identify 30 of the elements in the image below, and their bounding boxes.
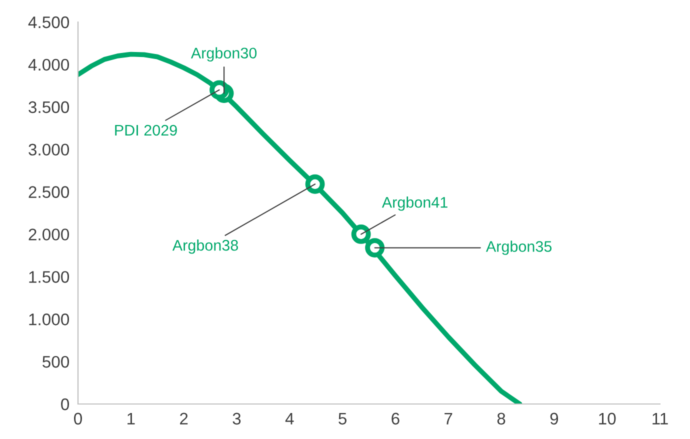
x-tick-label: 0 bbox=[74, 412, 82, 425]
x-tick-label: 2 bbox=[180, 412, 188, 424]
x-tick-label: 1 bbox=[128, 412, 135, 424]
annotation: Argbon38 bbox=[172, 240, 238, 254]
point bbox=[351, 224, 371, 244]
x-tick-label: 11 bbox=[652, 412, 668, 424]
y-tick-label: 500 bbox=[42, 356, 70, 368]
annotation: Argbon41 bbox=[382, 196, 448, 211]
point bbox=[365, 238, 385, 258]
x-tick-label: 4 bbox=[285, 412, 294, 424]
y-tick-label: 2.000 bbox=[28, 228, 70, 240]
x-tick-label: 5 bbox=[338, 412, 346, 425]
x-tick-label: 3 bbox=[232, 412, 241, 425]
y-tick-label: 3.500 bbox=[28, 101, 70, 114]
y-tick-label: 1.500 bbox=[29, 271, 70, 283]
y-tick-label: 2.500 bbox=[28, 186, 70, 198]
x-tick-label: 8 bbox=[497, 412, 506, 425]
annotation: PDI 2029 bbox=[115, 124, 177, 136]
y-tick-label: 0 bbox=[61, 398, 70, 410]
annotation: Argbon30 bbox=[190, 47, 257, 62]
y-tick-label: 3.000 bbox=[28, 144, 70, 156]
x-tick-label: 9 bbox=[550, 412, 558, 425]
x-tick-label: 6 bbox=[392, 412, 400, 425]
annotation: Argbon35 bbox=[486, 240, 552, 255]
x-tick-label: 7 bbox=[444, 412, 452, 424]
x-tick-label: 10 bbox=[599, 412, 616, 425]
point bbox=[305, 174, 325, 194]
y-tick-label: 4.500 bbox=[28, 16, 70, 28]
y-tick-label: 1.000 bbox=[29, 314, 70, 326]
y-tick-label: 4.000 bbox=[28, 58, 70, 71]
